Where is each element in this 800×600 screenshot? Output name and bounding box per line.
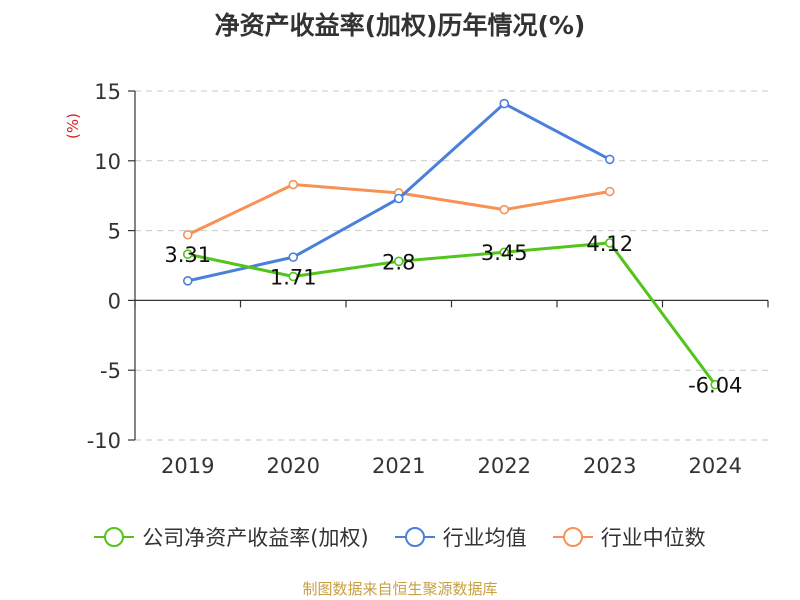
data-point <box>288 252 299 262</box>
data-point <box>604 154 615 165</box>
series-line <box>187 241 717 386</box>
data-point <box>604 238 615 248</box>
chart-title: 净资产收益率(加权)历年情况(%) <box>214 11 586 40</box>
data-point <box>182 249 193 259</box>
y-tick-label: -10 <box>87 429 121 453</box>
y-tick-label: 10 <box>94 150 121 174</box>
series-lines <box>182 98 721 390</box>
data-point <box>499 204 510 215</box>
data-label: -6.04 <box>688 374 742 398</box>
legend-swatch <box>94 527 135 547</box>
legend-item[interactable]: 行业中位数 <box>552 522 706 552</box>
y-tick-label: 0 <box>108 289 121 313</box>
legend-swatch-marker <box>104 527 125 547</box>
axes: 15 10 5 0 -5 -10 2019 2020 2021 2022 2023 2024 <box>87 80 769 478</box>
data-point <box>182 276 193 286</box>
legend-label: 行业均值 <box>442 526 527 550</box>
legend: 公司净资产收益率(加权) 行业均值 行业中位数 <box>0 520 800 554</box>
gridlines <box>135 90 768 441</box>
x-tick-label: 2020 <box>267 454 320 478</box>
legend-swatch <box>394 527 435 547</box>
legend-item[interactable]: 公司净资产收益率(加权) <box>94 522 369 552</box>
data-point <box>499 247 510 258</box>
x-tick-label: 2021 <box>372 454 425 478</box>
source-note: 制图数据来自恒生聚源数据库 <box>302 580 498 598</box>
data-point <box>182 229 193 240</box>
data-label: 2.8 <box>382 250 415 274</box>
data-point <box>288 271 299 282</box>
legend-swatch-marker <box>404 527 425 547</box>
data-point <box>393 256 404 267</box>
data-labels: 3.31 1.71 2.8 3.45 4.12 -6.04 <box>164 232 742 398</box>
x-tick-label: 2022 <box>478 454 531 478</box>
x-tick-label: 2023 <box>583 454 636 478</box>
x-tick-label: 2019 <box>161 454 214 478</box>
x-tick-label: 2024 <box>689 454 742 478</box>
legend-swatch-marker <box>562 527 583 547</box>
legend-label: 公司净资产收益率(加权) <box>142 526 369 550</box>
y-tick-label: 15 <box>94 80 121 104</box>
data-point <box>288 179 299 190</box>
data-point <box>604 186 615 197</box>
legend-item[interactable]: 行业均值 <box>394 522 527 552</box>
data-label: 4.12 <box>586 232 633 256</box>
y-tick-label: -5 <box>100 359 121 383</box>
data-label: 1.71 <box>270 266 317 290</box>
legend-label: 行业中位数 <box>600 526 706 550</box>
y-tick-label: 5 <box>108 220 121 244</box>
data-label: 3.31 <box>164 243 211 267</box>
data-point <box>393 193 404 204</box>
data-point <box>499 98 510 109</box>
y-axis-label: (%) <box>64 113 82 139</box>
legend-swatch <box>552 527 593 547</box>
data-point <box>710 379 721 390</box>
data-label: 3.45 <box>481 241 528 265</box>
